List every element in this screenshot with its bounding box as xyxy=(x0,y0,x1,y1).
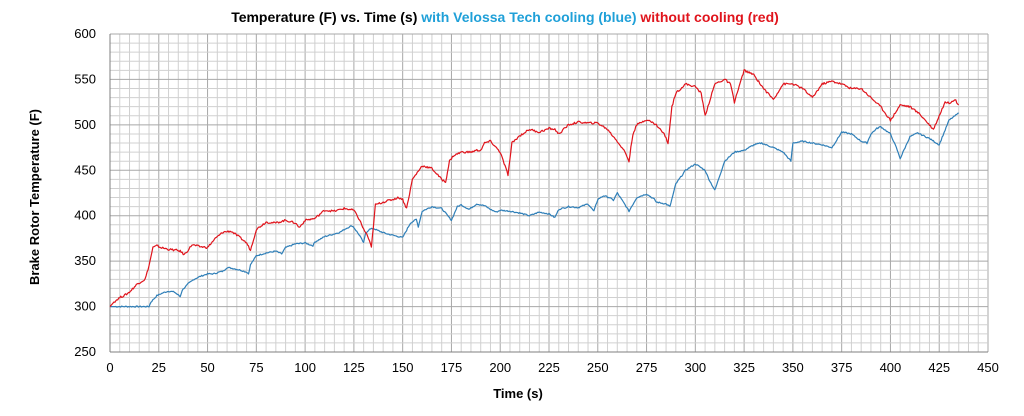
chart-series xyxy=(109,69,960,308)
x-tick-label: 250 xyxy=(587,360,609,375)
series-line-blue xyxy=(110,112,959,308)
x-tick-label: 50 xyxy=(200,360,214,375)
x-tick-label: 325 xyxy=(733,360,755,375)
y-tick-label: 250 xyxy=(74,344,96,359)
x-tick-label: 200 xyxy=(489,360,511,375)
y-tick-label: 300 xyxy=(74,299,96,314)
y-tick-labels: 250 300 350 400 450 500 550 600 xyxy=(74,26,96,359)
x-tick-label: 425 xyxy=(928,360,950,375)
x-tick-label: 400 xyxy=(880,360,902,375)
y-tick-label: 550 xyxy=(74,71,96,86)
chart-title-part: with Velossa Tech cooling (blue) xyxy=(420,9,640,25)
x-tick-label: 125 xyxy=(343,360,365,375)
y-axis-title: Brake Rotor Temperature (F) xyxy=(27,109,42,285)
chart-title-part: Temperature (F) vs. Time (s) xyxy=(231,9,421,25)
y-tick-label: 500 xyxy=(74,117,96,132)
chart-axes xyxy=(109,34,988,353)
x-tick-label: 100 xyxy=(294,360,316,375)
x-tick-label: 25 xyxy=(152,360,166,375)
x-tick-label: 450 xyxy=(977,360,999,375)
chart-title: Temperature (F) vs. Time (s) with Veloss… xyxy=(231,9,779,25)
y-tick-label: 350 xyxy=(74,253,96,268)
x-tick-label: 0 xyxy=(106,360,113,375)
x-tick-label: 225 xyxy=(538,360,560,375)
x-tick-label: 175 xyxy=(441,360,463,375)
y-tick-label: 450 xyxy=(74,162,96,177)
chart-title-part: without cooling (red) xyxy=(639,9,778,25)
x-axis-title: Time (s) xyxy=(493,386,543,401)
x-tick-label: 150 xyxy=(392,360,414,375)
y-tick-label: 400 xyxy=(74,208,96,223)
x-tick-label: 275 xyxy=(636,360,658,375)
x-tick-label: 75 xyxy=(249,360,263,375)
x-tick-label: 350 xyxy=(782,360,804,375)
y-tick-label: 600 xyxy=(74,26,96,41)
x-tick-labels: 0 25 50 75 100 125 150 175 200 225 250 275 300 325 350… xyxy=(106,360,998,375)
chart-grid xyxy=(109,33,989,353)
x-tick-label: 375 xyxy=(831,360,853,375)
x-tick-label: 300 xyxy=(684,360,706,375)
series-line-red xyxy=(109,69,960,307)
